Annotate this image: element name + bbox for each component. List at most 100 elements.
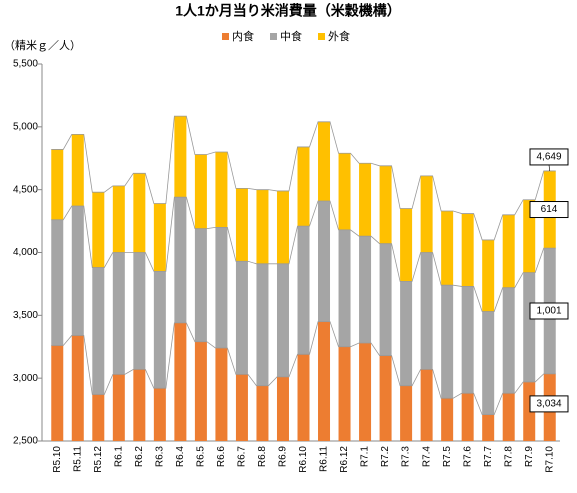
bar-segment — [297, 226, 310, 355]
y-tick-label: 4,500 — [13, 184, 38, 195]
bar-segment — [502, 214, 515, 288]
legend-label: 外食 — [328, 29, 350, 43]
value-label: 614 — [541, 204, 558, 215]
bar-segment — [461, 286, 474, 394]
value-label: 3,034 — [536, 399, 561, 410]
bar-segment — [297, 354, 310, 441]
bar-segment — [379, 165, 392, 244]
legend-swatch — [318, 33, 325, 40]
bar-segment — [71, 134, 84, 207]
x-tick-label: R7.9 — [524, 446, 535, 468]
x-tick-label: R7.5 — [442, 446, 453, 468]
bar-segment — [215, 227, 228, 349]
bar-segment — [153, 388, 166, 441]
total-label: 4,649 — [536, 152, 561, 163]
x-tick-label: R6.2 — [134, 446, 145, 468]
bar-segment — [318, 321, 331, 441]
legend-swatch — [270, 33, 277, 40]
x-tick-label: R5.12 — [93, 446, 104, 473]
x-tick-label: R6.8 — [257, 446, 268, 468]
x-tick-label: R6.10 — [298, 446, 309, 473]
x-tick-label: R7.1 — [360, 446, 371, 468]
bar-segment — [71, 206, 84, 336]
y-tick-label: 3,000 — [13, 373, 38, 384]
bar-segment — [318, 121, 331, 201]
bar-segment — [174, 197, 187, 323]
bar-segment — [194, 154, 207, 229]
bar-segment — [256, 263, 269, 386]
bar-segment — [133, 173, 146, 253]
bar-segment — [502, 393, 515, 441]
y-axis-label: （精米ｇ／人） — [4, 39, 81, 52]
bar-segment — [92, 267, 105, 395]
bar-segment — [379, 243, 392, 356]
bar-segment — [502, 287, 515, 394]
bar-segment — [400, 281, 413, 386]
x-tick-label: R7.6 — [462, 446, 473, 468]
x-tick-label: R6.12 — [339, 446, 350, 473]
bar-segment — [133, 252, 146, 370]
bar-segment — [112, 185, 125, 253]
bar-segment — [256, 189, 269, 264]
x-tick-label: R6.7 — [237, 446, 248, 468]
legend-label: 内食 — [232, 29, 254, 43]
bar-segment — [482, 239, 495, 312]
value-label: 1,001 — [536, 306, 561, 317]
legend-swatch — [222, 33, 229, 40]
x-tick-label: R7.2 — [380, 446, 391, 468]
x-tick-label: R6.5 — [196, 446, 207, 468]
x-tick-label: R7.7 — [483, 446, 494, 468]
bar-segment — [194, 341, 207, 441]
bar-segment — [71, 335, 84, 441]
bar-segment — [482, 311, 495, 415]
total-leader — [548, 164, 551, 171]
bar-segment — [235, 261, 248, 375]
x-tick-label: R6.9 — [278, 446, 289, 468]
x-tick-label: R7.3 — [401, 446, 412, 468]
bar-segment — [338, 153, 351, 230]
bar-segment — [338, 346, 351, 441]
bar-segment — [461, 213, 474, 287]
bar-segment — [318, 200, 331, 322]
bar-segment — [359, 163, 372, 237]
x-tick-label: R7.4 — [421, 446, 432, 468]
bar-segment — [400, 208, 413, 282]
bar-segment — [297, 146, 310, 227]
bar-segment — [276, 190, 289, 264]
x-tick-label: R6.4 — [175, 446, 186, 468]
x-tick-label: R6.1 — [113, 446, 124, 468]
bar-segment — [174, 322, 187, 441]
bar-segment — [112, 252, 125, 375]
bar-segment — [133, 369, 146, 441]
bar-segment — [51, 149, 64, 220]
bar-segment — [215, 151, 228, 228]
series-connector — [51, 115, 556, 241]
x-tick-label: R7.10 — [544, 446, 555, 473]
bar-segment — [420, 175, 433, 253]
bar-segment — [276, 263, 289, 377]
x-tick-label: R6.3 — [155, 446, 166, 468]
x-tick-label: R6.11 — [319, 446, 330, 472]
bar-segment — [174, 116, 187, 198]
bar-segment — [92, 394, 105, 441]
y-tick-label: 5,000 — [13, 121, 38, 132]
bar-segment — [153, 271, 166, 389]
y-tick-label: 4,000 — [13, 247, 38, 258]
bar-segment — [420, 369, 433, 441]
bar-segment — [235, 374, 248, 441]
bar-segment — [235, 188, 248, 262]
bar-segment — [92, 192, 105, 268]
value-label-box — [529, 395, 569, 413]
bar-segment — [379, 355, 392, 441]
x-tick-label: R5.11 — [72, 446, 83, 472]
y-tick-label: 3,500 — [13, 310, 38, 321]
bar-segment — [359, 236, 372, 343]
bar-segment — [359, 342, 372, 441]
chart-title: 1人1か月当り米消費量（米穀機構） — [175, 3, 401, 19]
bar-segment — [338, 229, 351, 347]
bar-segment — [420, 252, 433, 370]
y-tick-label: 5,500 — [13, 59, 38, 70]
bar-segment — [276, 376, 289, 441]
x-tick-label: R7.8 — [503, 446, 514, 468]
